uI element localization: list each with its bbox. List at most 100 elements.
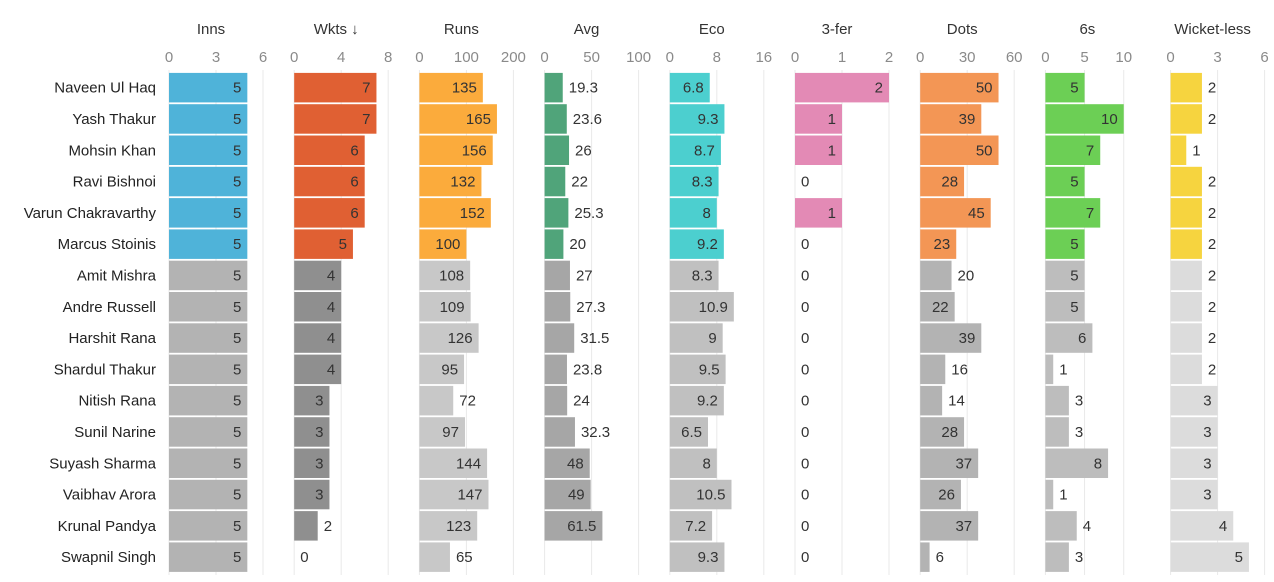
- bar-eco-ravi-bishnoi: [669, 166, 719, 197]
- value-label: 49: [568, 487, 585, 504]
- bar-wkts-varun-chakravarthy: [294, 198, 365, 228]
- column-title-wicket-less[interactable]: Wicket-less: [1174, 21, 1251, 38]
- value-label: 25.3: [574, 205, 603, 222]
- player-name-harshit-rana: Harshit Rana: [68, 330, 156, 347]
- value-label: 9.3: [698, 111, 719, 128]
- value-label: 1: [1192, 142, 1200, 159]
- value-label: 20: [569, 236, 586, 253]
- value-label: 3: [315, 487, 323, 504]
- bar-wicket-less-sunil-narine: [1170, 417, 1218, 447]
- bar-avg-naveen-ul-haq: [544, 72, 563, 103]
- value-label: 48: [567, 455, 584, 472]
- value-label: 14: [948, 393, 965, 410]
- value-label: 5: [1235, 549, 1243, 566]
- bar-3-fer-varun-chakravarthy: [795, 198, 842, 228]
- column-title-3-fer[interactable]: 3-fer: [822, 21, 853, 38]
- value-label: 5: [1070, 236, 1078, 253]
- bar-eco-amit-mishra: [669, 260, 719, 291]
- column-title-runs[interactable]: Runs: [444, 21, 479, 38]
- player-name-andre-russell: Andre Russell: [63, 299, 156, 316]
- value-label: 5: [233, 205, 241, 222]
- value-label: 5: [233, 236, 241, 253]
- axis-tick-label: 0: [415, 49, 423, 66]
- value-label: 45: [968, 205, 985, 222]
- value-label: 2: [1208, 174, 1216, 191]
- bar-wicket-less-shardul-thakur: [1170, 354, 1202, 385]
- bar-eco-mohsin-khan: [669, 135, 721, 165]
- bar-wicket-less-suyash-sharma: [1170, 448, 1218, 478]
- column-title-avg[interactable]: Avg: [574, 21, 600, 38]
- bar-6s-mohsin-khan: [1045, 135, 1101, 165]
- axis-tick-label: 0: [165, 49, 173, 66]
- value-label: 0: [801, 487, 809, 504]
- bar-runs-shardul-thakur: [419, 354, 465, 385]
- column-title-eco[interactable]: Eco: [699, 21, 725, 38]
- bar-wicket-less-swapnil-singh: [1170, 542, 1249, 572]
- value-label: 5: [233, 424, 241, 441]
- value-label: 5: [233, 518, 241, 535]
- bar-eco-krunal-pandya: [669, 511, 713, 541]
- bar-inns-marcus-stoinis: [169, 229, 248, 259]
- value-label: 22: [932, 299, 949, 316]
- value-label: 1: [1059, 487, 1067, 504]
- column-eco: Eco 0 8 16 6.8 9.3 8.7 8.3 8 9.2 8.3 10.9 9 9.5 9.2 6.5…: [666, 21, 772, 575]
- column-title-inns[interactable]: Inns: [197, 21, 225, 38]
- bar-6s-yash-thakur: [1045, 104, 1124, 134]
- bar-eco-shardul-thakur: [669, 354, 726, 385]
- column-title-dots[interactable]: Dots: [947, 21, 978, 38]
- bar-inns-suyash-sharma: [169, 448, 248, 478]
- bar-runs-ravi-bishnoi: [419, 166, 482, 197]
- bar-runs-nitish-rana: [419, 385, 454, 416]
- axis-tick-label: 0: [1041, 49, 1049, 66]
- column-title-wkts[interactable]: Wkts ↓: [314, 21, 359, 38]
- value-label: 28: [941, 424, 958, 441]
- value-label: 165: [466, 111, 491, 128]
- column-title-6s[interactable]: 6s: [1079, 21, 1095, 38]
- bar-eco-naveen-ul-haq: [669, 72, 710, 103]
- bar-runs-mohsin-khan: [419, 135, 493, 165]
- bar-inns-amit-mishra: [169, 260, 248, 291]
- value-label: 6: [350, 205, 358, 222]
- axis-tick-label: 3: [212, 49, 220, 66]
- axis-tick-label: 8: [384, 49, 392, 66]
- value-label: 5: [233, 80, 241, 97]
- value-label: 26: [575, 142, 592, 159]
- bar-wicket-less-mohsin-khan: [1170, 135, 1187, 165]
- value-label: 23.8: [573, 361, 602, 378]
- axis-tick-label: 30: [959, 49, 976, 66]
- bar-dots-vaibhav-arora: [920, 479, 961, 510]
- value-label: 5: [233, 111, 241, 128]
- bar-eco-suyash-sharma: [669, 448, 717, 478]
- value-label: 95: [441, 361, 458, 378]
- bar-avg-shardul-thakur: [544, 354, 567, 385]
- bar-6s-andre-russell: [1045, 292, 1085, 322]
- value-label: 6: [936, 549, 944, 566]
- bar-inns-andre-russell: [169, 292, 248, 322]
- bar-dots-nitish-rana: [920, 385, 943, 416]
- bar-wicket-less-ravi-bishnoi: [1170, 166, 1202, 197]
- value-label: 5: [233, 487, 241, 504]
- value-label: 27: [576, 267, 593, 284]
- value-label: 2: [1208, 205, 1216, 222]
- bar-6s-harshit-rana: [1045, 323, 1093, 353]
- player-name-mohsin-khan: Mohsin Khan: [68, 142, 156, 159]
- bar-avg-vaibhav-arora: [544, 479, 591, 510]
- bar-wicket-less-amit-mishra: [1170, 260, 1202, 291]
- bar-6s-swapnil-singh: [1045, 542, 1069, 572]
- bar-avg-mohsin-khan: [544, 135, 570, 165]
- value-label: 32.3: [581, 424, 610, 441]
- value-label: 61.5: [567, 518, 596, 535]
- player-name-krunal-pandya: Krunal Pandya: [58, 518, 157, 535]
- bar-wkts-sunil-narine: [294, 417, 330, 447]
- bar-wkts-harshit-rana: [294, 323, 342, 353]
- player-name-marcus-stoinis: Marcus Stoinis: [58, 236, 156, 253]
- bar-runs-varun-chakravarthy: [419, 198, 491, 228]
- bar-6s-amit-mishra: [1045, 260, 1085, 291]
- player-name-naveen-ul-haq: Naveen Ul Haq: [54, 80, 156, 97]
- bar-inns-swapnil-singh: [169, 542, 248, 572]
- bar-wicket-less-yash-thakur: [1170, 104, 1202, 134]
- value-label: 108: [439, 267, 464, 284]
- bar-inns-shardul-thakur: [169, 354, 248, 385]
- value-label: 3: [315, 424, 323, 441]
